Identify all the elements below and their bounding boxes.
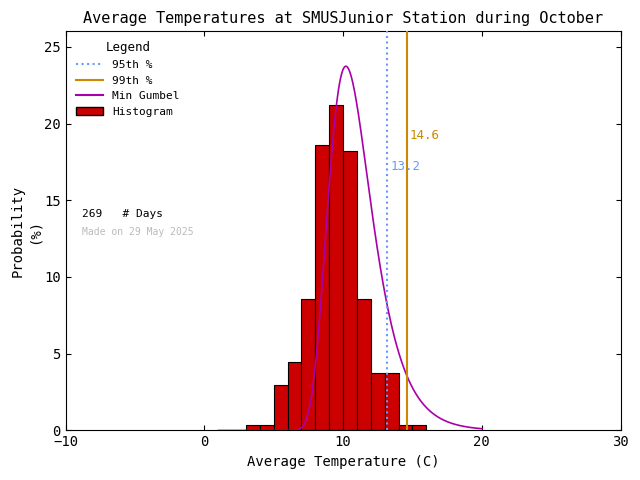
- Bar: [343, 151, 357, 431]
- Text: Made on 29 May 2025: Made on 29 May 2025: [83, 227, 194, 237]
- Text: 269   # Days: 269 # Days: [83, 209, 163, 219]
- Bar: [274, 385, 287, 431]
- Legend: 95th %, 99th %, Min Gumbel, Histogram: 95th %, 99th %, Min Gumbel, Histogram: [71, 37, 184, 121]
- Text: 13.2: 13.2: [390, 159, 420, 173]
- Bar: [246, 425, 260, 431]
- Bar: [385, 373, 399, 431]
- Bar: [399, 425, 412, 431]
- X-axis label: Average Temperature (C): Average Temperature (C): [247, 455, 440, 469]
- Bar: [316, 145, 329, 431]
- Bar: [371, 373, 385, 431]
- Bar: [329, 105, 343, 431]
- Bar: [301, 299, 316, 431]
- Title: Average Temperatures at SMUSJunior Station during October: Average Temperatures at SMUSJunior Stati…: [83, 11, 603, 26]
- Bar: [412, 425, 426, 431]
- Y-axis label: Probability
(%): Probability (%): [11, 185, 42, 277]
- Bar: [357, 299, 371, 431]
- Text: 14.6: 14.6: [410, 129, 440, 142]
- Bar: [260, 425, 274, 431]
- Bar: [287, 362, 301, 431]
